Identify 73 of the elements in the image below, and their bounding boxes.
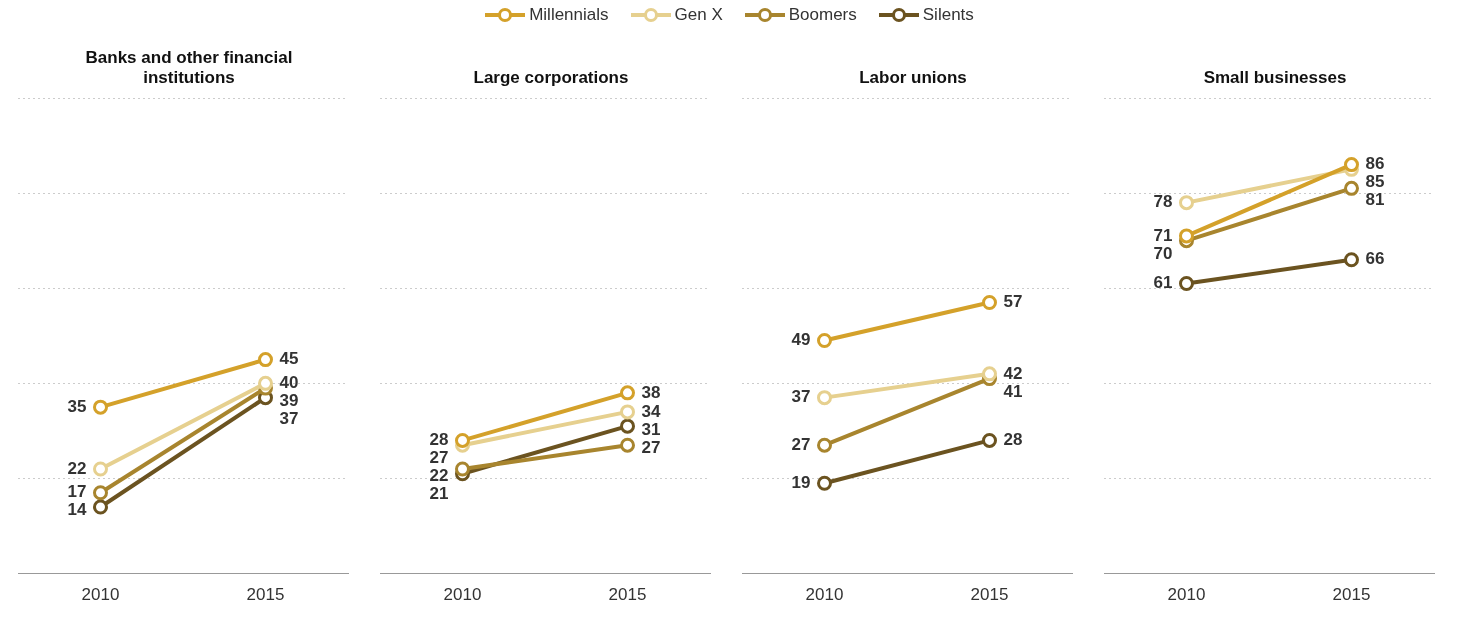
x-tick-label: 2015 <box>1332 585 1371 605</box>
data-label: 31 <box>641 419 661 439</box>
data-label: 17 <box>67 482 87 502</box>
data-label: 21 <box>429 484 449 504</box>
legend-label: Silents <box>922 5 974 25</box>
data-label: 40 <box>279 373 299 393</box>
data-label: 70 <box>1153 243 1173 263</box>
data-label: 22 <box>429 466 449 486</box>
point <box>1179 195 1194 211</box>
chart-title: Small businesses <box>1202 67 1348 88</box>
data-label: 49 <box>791 330 811 350</box>
chart-title: Large corporations <box>472 67 630 88</box>
point <box>455 432 470 448</box>
point <box>982 366 997 382</box>
point <box>817 475 832 491</box>
x-tick-label: 2010 <box>443 585 482 605</box>
x-tick-label: 2015 <box>608 585 647 605</box>
legend-label: Millennials <box>529 5 609 25</box>
point <box>982 295 997 311</box>
data-label: 14 <box>67 500 88 520</box>
x-tick-label: 2010 <box>805 585 844 605</box>
data-label: 45 <box>279 349 299 369</box>
point <box>1179 275 1194 291</box>
data-label: 86 <box>1365 154 1385 174</box>
data-label: 37 <box>791 387 811 407</box>
data-label: 41 <box>1003 381 1023 401</box>
point <box>258 375 273 391</box>
point <box>93 461 108 477</box>
point <box>620 437 635 453</box>
data-label: 57 <box>1003 292 1023 312</box>
x-tick-label: 2015 <box>246 585 285 605</box>
data-label: 27 <box>791 434 811 454</box>
point <box>1344 157 1359 173</box>
point <box>817 390 832 406</box>
data-label: 61 <box>1153 273 1173 293</box>
point <box>620 404 635 420</box>
point <box>982 432 997 448</box>
point <box>620 385 635 401</box>
data-label: 27 <box>429 448 449 468</box>
data-label: 35 <box>67 396 87 416</box>
point <box>93 399 108 415</box>
data-label: 22 <box>67 458 87 478</box>
data-label: 39 <box>279 391 299 411</box>
data-label: 81 <box>1365 190 1385 210</box>
chart-title: Banks and other financial institutions <box>84 47 294 88</box>
point <box>1344 252 1359 268</box>
data-label: 27 <box>641 437 661 457</box>
point <box>93 499 108 515</box>
data-label: 28 <box>1003 430 1023 450</box>
data-label: 85 <box>1365 172 1385 192</box>
point <box>1179 228 1194 244</box>
point <box>1344 180 1359 196</box>
data-label: 42 <box>1003 363 1023 383</box>
data-label: 34 <box>641 401 661 421</box>
x-tick-label: 2010 <box>1167 585 1206 605</box>
data-label: 78 <box>1153 192 1173 212</box>
data-label: 28 <box>429 430 449 450</box>
legend-label: Boomers <box>788 5 857 25</box>
legend-label: Gen X <box>674 5 723 25</box>
x-tick-label: 2010 <box>81 585 120 605</box>
point <box>93 485 108 501</box>
point <box>258 352 273 368</box>
data-label: 38 <box>641 382 661 402</box>
data-label: 66 <box>1365 249 1385 269</box>
point <box>455 461 470 477</box>
chart-title: Labor unions <box>858 67 968 88</box>
point <box>817 333 832 349</box>
point <box>620 418 635 434</box>
data-label: 19 <box>791 472 811 492</box>
data-label: 71 <box>1153 225 1173 245</box>
x-tick-label: 2015 <box>970 585 1009 605</box>
data-label: 37 <box>279 409 299 429</box>
point <box>817 437 832 453</box>
